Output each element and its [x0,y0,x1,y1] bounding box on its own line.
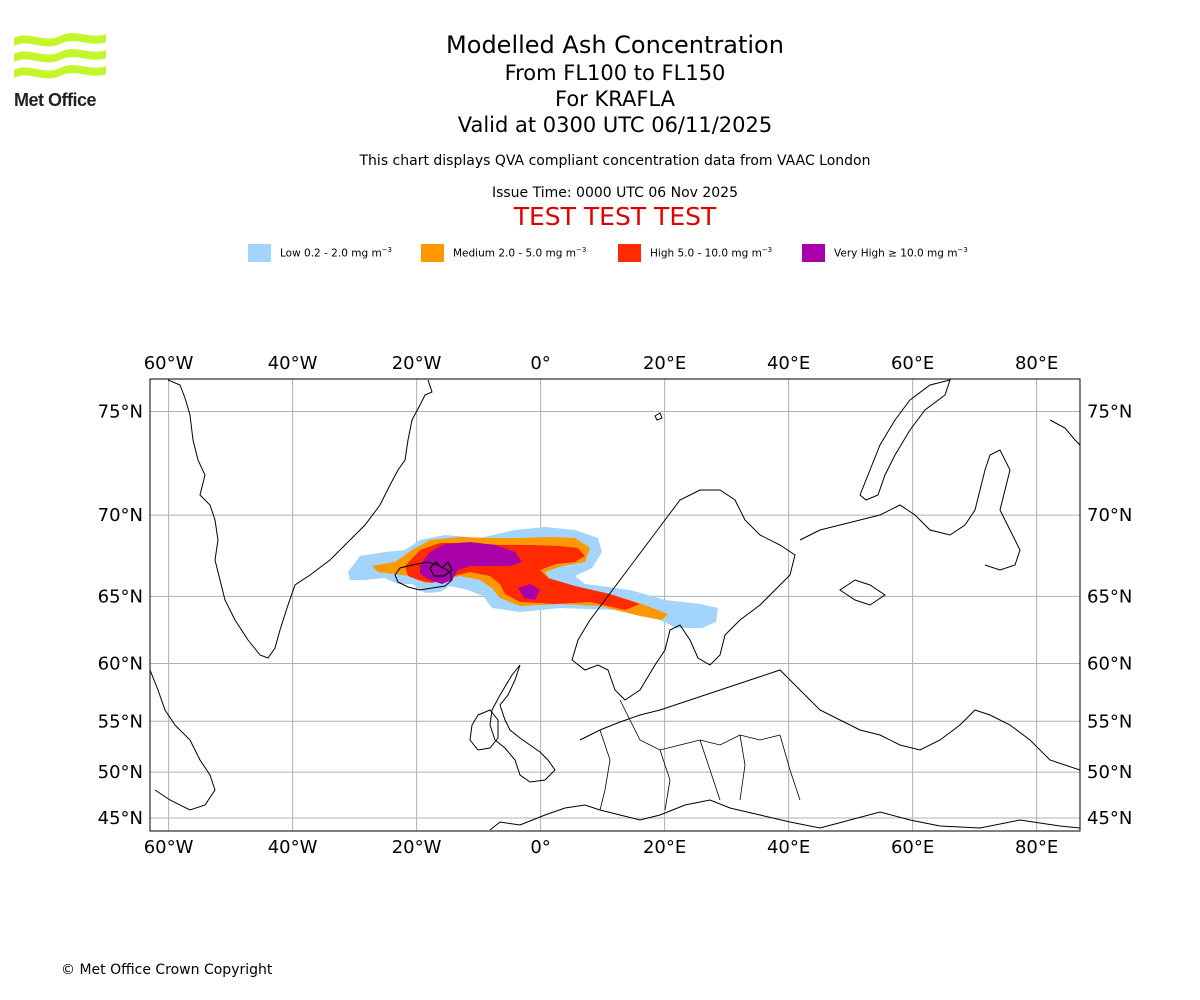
uk-coast [489,664,556,783]
latitude-label: 50°N [98,762,143,783]
novaya-zemlya-coast [859,379,951,501]
longitude-label: 60°E [891,837,934,858]
longitude-labels-bottom: 60°W 40°W 20°W 0° 20°E 40°E 60°E 80°E [144,837,1058,858]
longitude-label: 40°W [268,353,318,374]
valid-time: Valid at 0300 UTC 06/11/2025 [457,113,773,137]
flight-level-range: From FL100 to FL150 [504,61,726,85]
southern-coast [489,799,1080,831]
chart-title: Modelled Ash Concentration [446,31,784,59]
legend-swatch-high [618,244,641,262]
longitude-label: 60°W [144,837,194,858]
logo-text: Met Office [14,90,97,110]
legend-swatch-low [248,244,271,262]
severnaya-zemlya-coast [1049,419,1080,446]
baffin-coast [150,669,216,811]
svalbard-coast [654,412,663,421]
latitude-label: 65°N [1087,586,1132,607]
legend-label-low: Low 0.2 - 2.0 mg m−3 [280,246,393,260]
chart-header: Modelled Ash Concentration From FL100 to… [0,30,1200,232]
longitude-label: 20°W [392,837,442,858]
iceland-coast [394,561,453,591]
legend-label-medium: Medium 2.0 - 5.0 mg m−3 [453,246,587,260]
longitude-label: 0° [530,353,550,374]
legend-swatch-very-high [802,244,825,262]
met-office-logo: Met Office [14,30,106,111]
longitude-label: 80°E [1015,353,1058,374]
kola-white-sea-coast [839,579,886,606]
latitude-label: 55°N [1087,711,1132,732]
longitude-label: 20°W [392,353,442,374]
met-office-waves-icon [14,33,106,79]
longitude-label: 20°E [643,353,686,374]
volcano-marker [429,560,453,577]
longitude-label: 40°E [767,837,810,858]
latitude-label: 60°N [1087,654,1132,675]
latitude-label: 50°N [1087,762,1132,783]
arctic-russia-coast [799,449,1021,571]
latitude-labels-right: 75°N 70°N 65°N 60°N 55°N 50°N 45°N [1087,401,1132,829]
longitude-label: 60°W [144,353,194,374]
latitude-label: 45°N [1087,808,1132,829]
country-borders [599,699,801,811]
legend-label-very-high: Very High ≥ 10.0 mg m−3 [834,246,968,260]
scandinavia-coast [571,489,796,701]
test-banner: TEST TEST TEST [513,202,717,231]
latitude-label: 55°N [98,711,143,732]
latitude-label: 60°N [98,654,143,675]
latitude-label: 75°N [98,401,143,422]
legend-label-high: High 5.0 - 10.0 mg m−3 [650,246,773,260]
latitude-labels-left: 75°N 70°N 65°N 60°N 55°N 50°N 45°N [98,401,143,829]
map-frame [149,378,1081,832]
volcano-name: For KRAFLA [555,87,675,111]
ireland-coast [469,709,499,751]
europe-coast [579,669,1080,771]
gridlines [150,379,1080,831]
ash-plume [348,527,718,628]
copyright-footer: © Met Office Crown Copyright [61,962,273,978]
chart-description: This chart displays QVA compliant concen… [359,153,871,169]
ash-very-high-region [420,542,540,600]
legend-swatch-medium [421,244,444,262]
latitude-label: 65°N [98,586,143,607]
latitude-label: 70°N [98,505,143,526]
longitude-label: 0° [530,837,550,858]
longitude-labels-top: 60°W 40°W 20°W 0° 20°E 40°E 60°E 80°E [144,353,1058,374]
longitude-label: 80°E [1015,837,1058,858]
longitude-label: 20°E [643,837,686,858]
coastlines [150,379,1080,831]
greenland-coast [167,379,433,659]
longitude-label: 40°W [268,837,318,858]
longitude-label: 60°E [891,353,934,374]
latitude-label: 45°N [98,808,143,829]
latitude-label: 70°N [1087,505,1132,526]
longitude-label: 40°E [767,353,810,374]
issue-time: Issue Time: 0000 UTC 06 Nov 2025 [491,185,739,201]
latitude-label: 75°N [1087,401,1132,422]
